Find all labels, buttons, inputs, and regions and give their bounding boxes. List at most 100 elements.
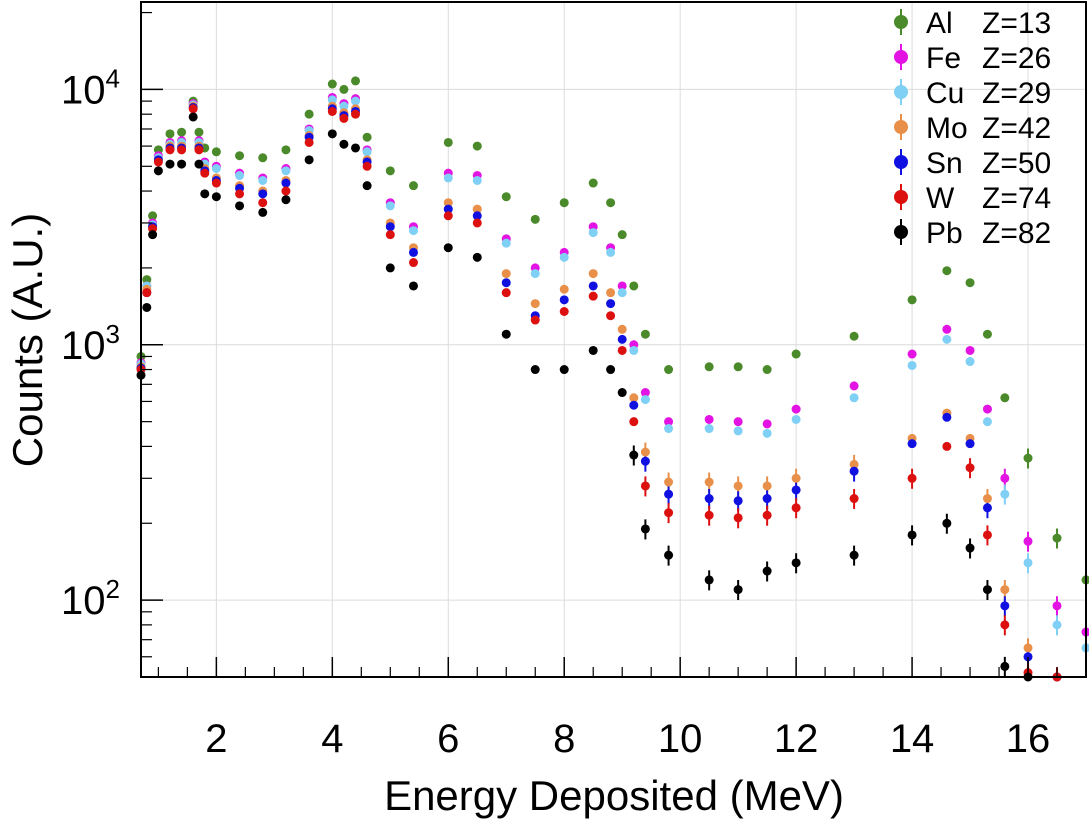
data-point — [982, 503, 992, 513]
data-point — [559, 252, 569, 262]
data-point — [385, 230, 395, 240]
data-point — [588, 281, 598, 291]
data-point — [762, 566, 772, 576]
grid — [141, 2, 1086, 677]
data-point — [588, 178, 598, 188]
data-point — [942, 518, 952, 528]
data-point — [849, 393, 859, 403]
data-point — [704, 477, 714, 487]
y-tick-label: 103 — [61, 319, 120, 368]
data-point — [762, 365, 772, 375]
legend-z-label: Z=29 — [982, 77, 1051, 110]
data-point — [733, 585, 743, 595]
data-point — [327, 95, 337, 105]
data-point — [942, 324, 952, 334]
data-point — [629, 281, 639, 291]
data-point — [153, 157, 163, 167]
legend-z-label: Z=13 — [982, 7, 1051, 40]
data-point — [1023, 558, 1033, 568]
data-point — [153, 166, 163, 176]
legend-element-name: Fe — [926, 42, 961, 75]
data-point — [965, 345, 975, 355]
data-point — [472, 204, 482, 214]
data-point — [559, 365, 569, 375]
data-point — [606, 299, 616, 309]
data-point — [559, 295, 569, 305]
data-point — [982, 404, 992, 414]
legend-marker — [894, 155, 908, 169]
data-point — [1000, 661, 1010, 671]
data-point — [142, 288, 152, 298]
data-point — [640, 481, 650, 491]
data-point — [530, 299, 540, 309]
data-point — [1052, 533, 1062, 543]
data-point — [200, 168, 210, 178]
data-point — [351, 76, 361, 86]
data-point — [762, 494, 772, 504]
legend-marker — [894, 120, 908, 134]
data-point — [640, 395, 650, 405]
data-point — [965, 278, 975, 288]
data-point — [965, 439, 975, 449]
data-point — [281, 145, 291, 155]
data-point — [327, 129, 337, 139]
legend-element-name: Sn — [926, 147, 963, 180]
data-point — [762, 428, 772, 438]
legend-item-cu: Cu Z=29 — [894, 77, 1051, 110]
data-point — [664, 508, 674, 518]
legend-item-pb: Pb Z=82 — [894, 217, 1051, 250]
x-tick-label: 4 — [321, 717, 343, 761]
data-point — [339, 139, 349, 149]
data-point — [617, 324, 627, 334]
data-point — [704, 424, 714, 434]
x-tick-label: 12 — [774, 717, 819, 761]
data-point — [733, 426, 743, 436]
axis-ticks: 2 4 6 8 10 12 14 16 102 103 104 — [61, 11, 1087, 761]
data-point — [304, 155, 314, 165]
data-point — [200, 189, 210, 199]
data-point — [501, 278, 511, 288]
data-point — [142, 275, 152, 285]
data-point — [1023, 652, 1033, 662]
data-point — [664, 365, 674, 375]
data-point — [235, 171, 245, 181]
y-tick-label: 102 — [61, 574, 120, 623]
data-point — [588, 291, 598, 301]
data-point — [362, 132, 372, 142]
data-point — [965, 543, 975, 553]
data-point — [606, 288, 616, 298]
data-point — [1000, 473, 1010, 483]
data-point — [281, 166, 291, 176]
data-point — [762, 481, 772, 491]
data-point — [362, 147, 372, 157]
data-point — [733, 513, 743, 523]
data-point — [762, 510, 772, 520]
data-point — [942, 441, 952, 451]
data-point — [211, 164, 221, 174]
data-point — [629, 393, 639, 403]
legend-marker — [894, 225, 908, 239]
data-point — [791, 503, 801, 513]
data-point — [965, 463, 975, 473]
data-point — [211, 192, 221, 202]
data-point — [664, 489, 674, 499]
data-point — [443, 198, 453, 208]
legend-z-label: Z=82 — [982, 217, 1051, 250]
data-point — [849, 331, 859, 341]
data-point — [194, 145, 204, 155]
legend-marker — [894, 85, 908, 99]
data-point — [704, 510, 714, 520]
data-point — [588, 228, 598, 238]
data-point — [907, 530, 917, 540]
data-point — [362, 181, 372, 191]
data-point — [965, 357, 975, 367]
data-point — [1023, 643, 1033, 653]
data-point — [791, 485, 801, 495]
series-mo — [136, 101, 1062, 682]
data-point — [351, 96, 361, 106]
data-point — [258, 207, 268, 217]
data-point — [629, 417, 639, 427]
legend-item-al: Al Z=13 — [894, 7, 1051, 40]
data-point — [235, 201, 245, 211]
data-point — [942, 334, 952, 344]
